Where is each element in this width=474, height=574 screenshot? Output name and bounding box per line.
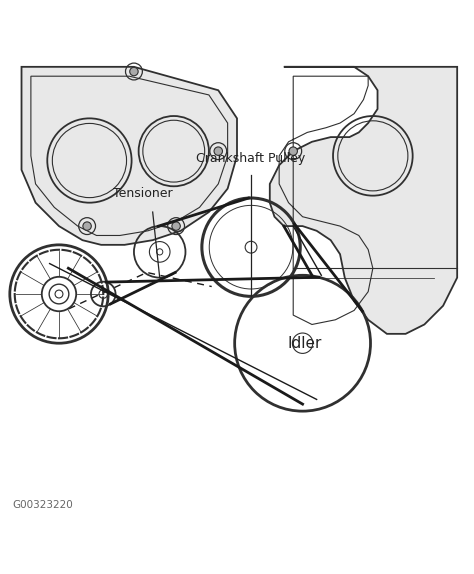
Text: Crankshaft Pulley: Crankshaft Pulley (196, 152, 306, 165)
Text: G00323220: G00323220 (12, 499, 73, 510)
Polygon shape (21, 67, 237, 245)
Text: Tensioner: Tensioner (113, 187, 173, 200)
Circle shape (289, 147, 297, 156)
Circle shape (130, 67, 138, 76)
Circle shape (83, 222, 91, 230)
Circle shape (172, 222, 180, 230)
Text: Idler: Idler (288, 336, 322, 351)
Polygon shape (270, 67, 457, 334)
Circle shape (214, 147, 222, 156)
